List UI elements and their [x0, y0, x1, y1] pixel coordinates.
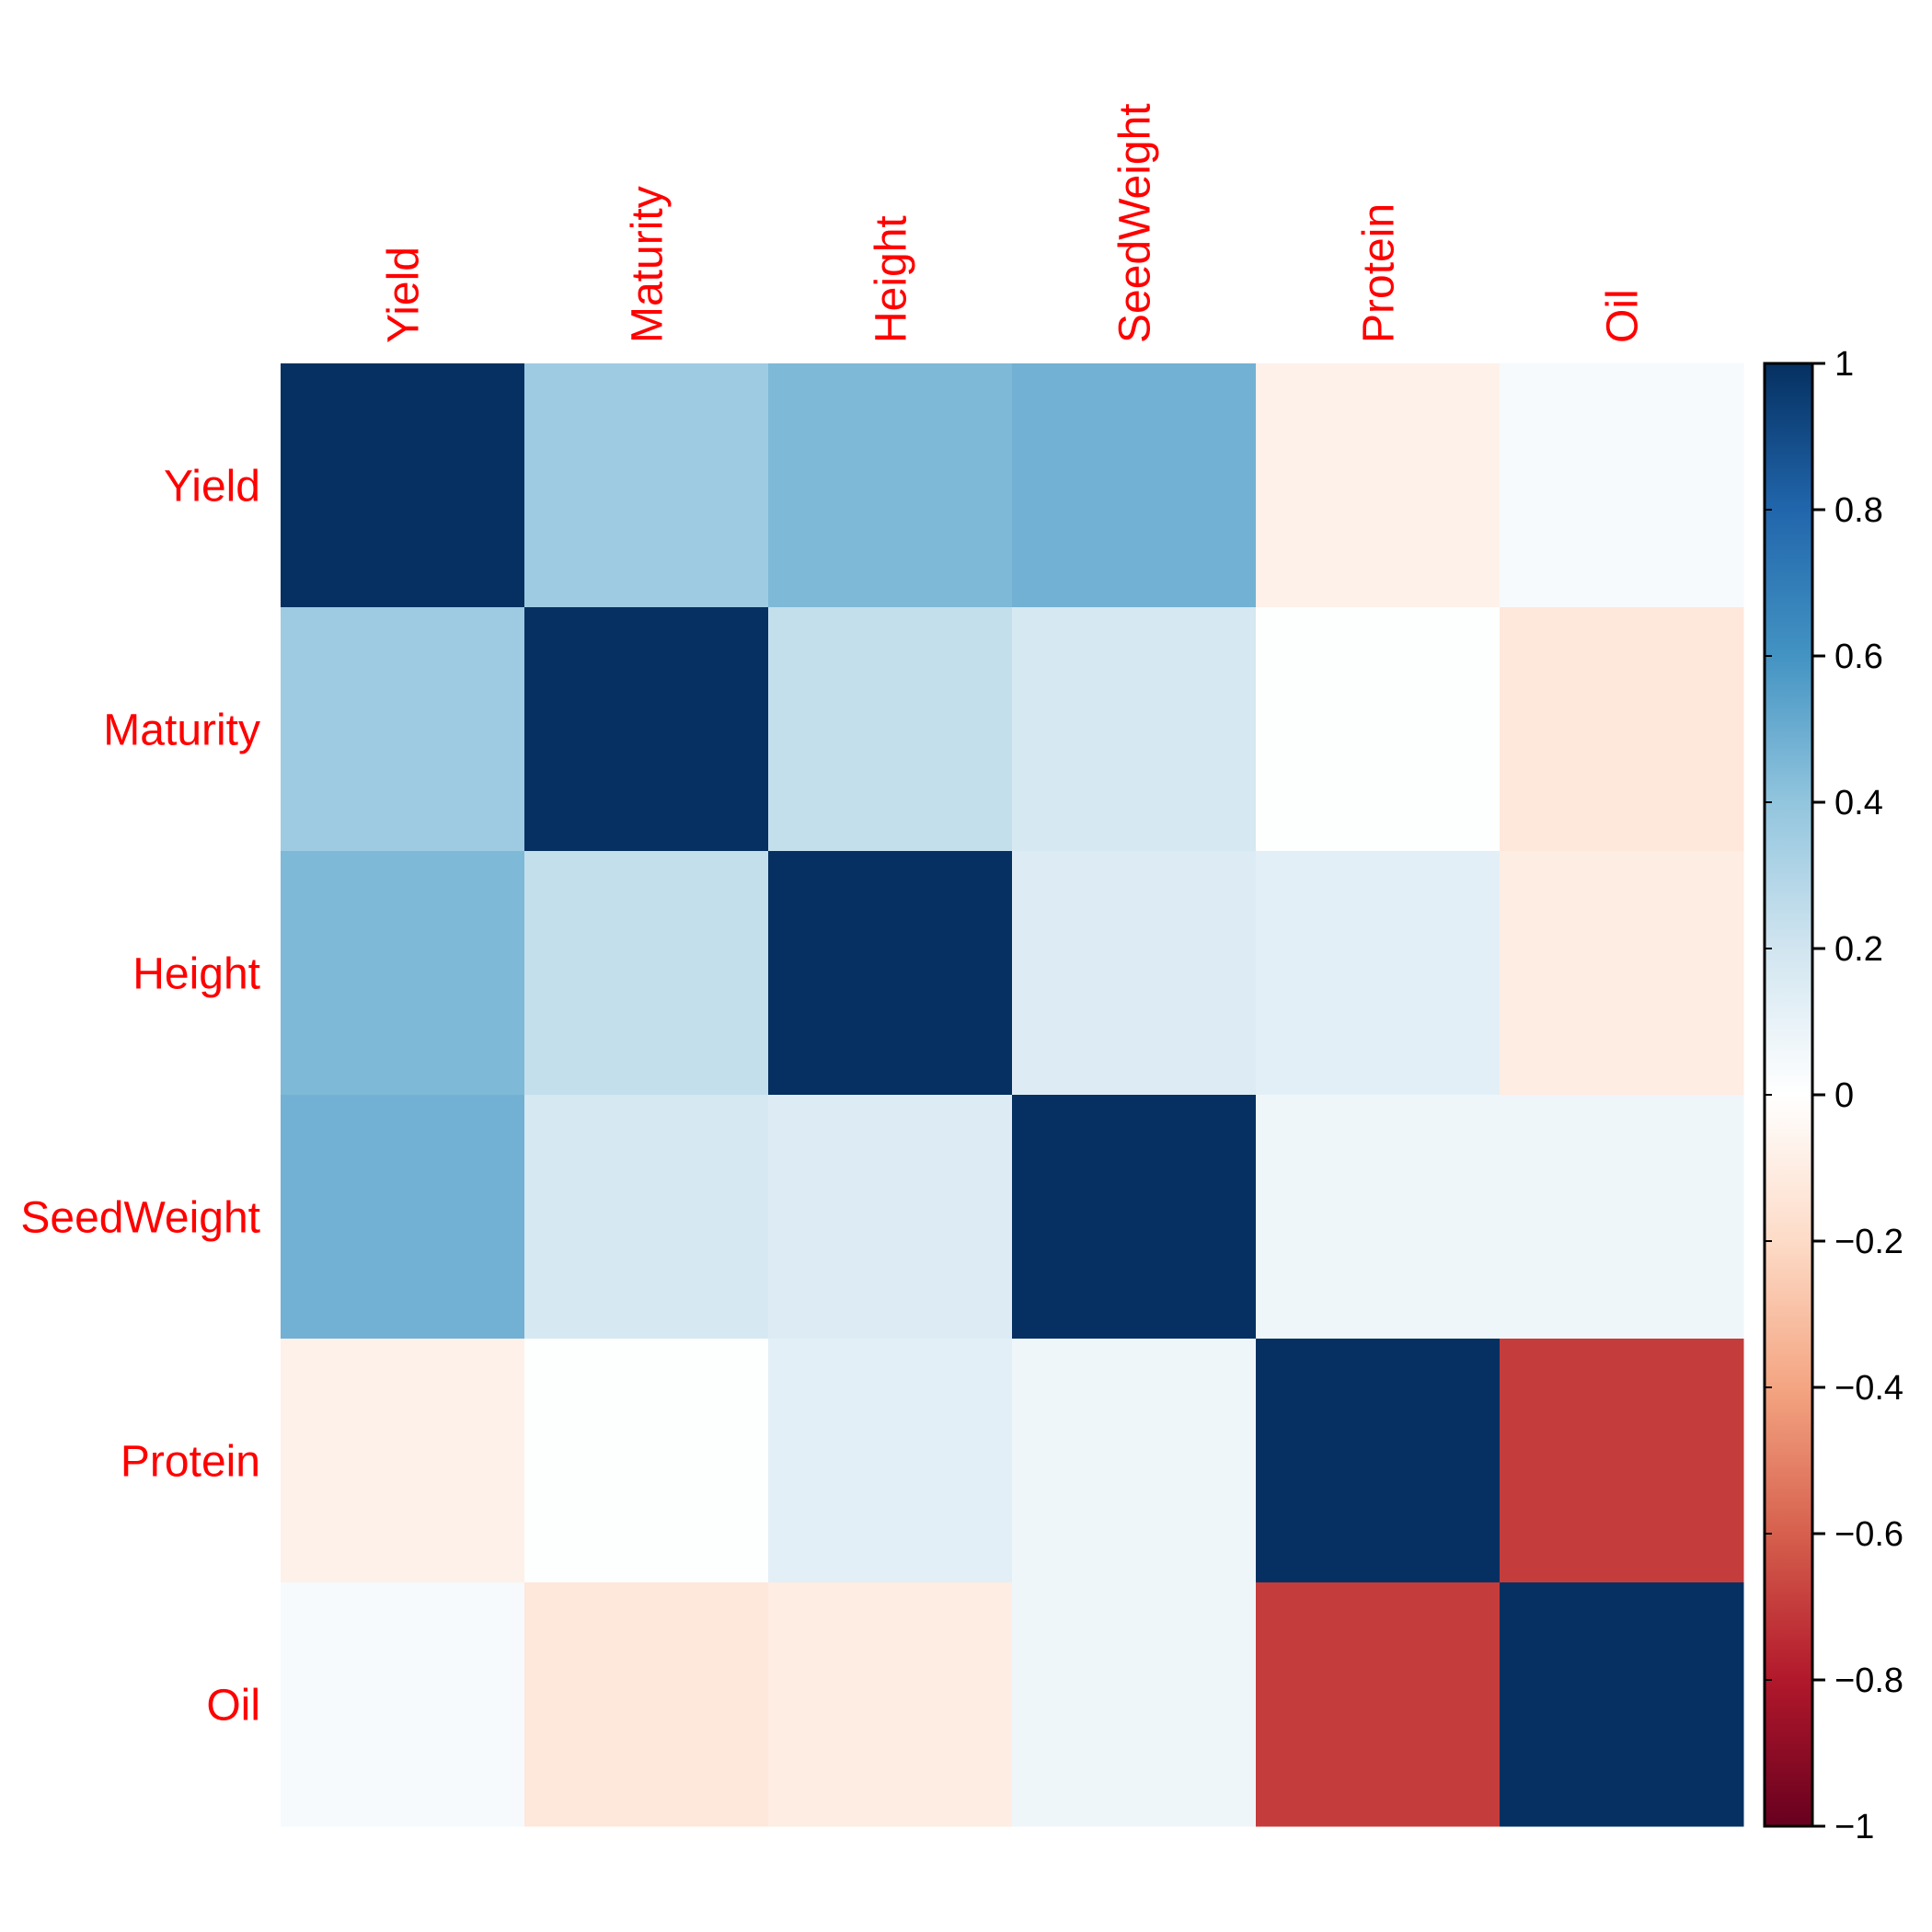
- column-label: Maturity: [624, 186, 673, 343]
- heatmap-cell: [524, 607, 769, 852]
- colorbar-tick-label: −0.6: [1834, 1515, 1903, 1554]
- colorbar-tick-label: 0.6: [1834, 638, 1883, 676]
- heatmap-cell: [281, 363, 525, 608]
- heatmap-cell: [1500, 1095, 1744, 1340]
- colorbar-tick-label: −0.4: [1834, 1369, 1903, 1408]
- heatmap-cell: [281, 1339, 525, 1583]
- row-label: Maturity: [103, 707, 260, 755]
- colorbar-tick-label: 0.2: [1834, 930, 1883, 969]
- heatmap-cell: [1012, 1095, 1257, 1340]
- row-label: Height: [132, 950, 260, 999]
- column-label: Height: [868, 215, 916, 343]
- colorbar-tick-label: −0.2: [1834, 1223, 1903, 1261]
- heatmap-cell: [768, 363, 1013, 608]
- heatmap-cell: [524, 1095, 769, 1340]
- heatmap-cell: [524, 363, 769, 608]
- heatmap-cell: [524, 1339, 769, 1583]
- heatmap-cell: [1256, 607, 1501, 852]
- heatmap-cell: [768, 851, 1013, 1096]
- heatmap-cell: [281, 1095, 525, 1340]
- heatmap-cell: [1500, 1582, 1744, 1827]
- heatmap-cell: [1500, 607, 1744, 852]
- row-label: Yield: [164, 463, 260, 512]
- heatmap-cell: [524, 1582, 769, 1827]
- heatmap-cell: [524, 851, 769, 1096]
- colorbar-tick-label: −1: [1834, 1808, 1874, 1846]
- column-label: Protein: [1355, 203, 1404, 343]
- heatmap-cell: [1256, 363, 1501, 608]
- heatmap-cell: [281, 851, 525, 1096]
- row-labels: Yield Maturity Height SeedWeight Protein Oil: [20, 463, 260, 1731]
- colorbar-tick-label: 0: [1834, 1076, 1854, 1115]
- heatmap-cell: [281, 607, 525, 852]
- heatmap-cell: [768, 1582, 1013, 1827]
- colorbar-tick-label: −0.8: [1834, 1662, 1903, 1700]
- heatmap-cell: [1012, 363, 1257, 608]
- heatmap-cell: [1012, 1582, 1257, 1827]
- column-label: Oil: [1599, 289, 1648, 343]
- column-label: SeedWeight: [1111, 103, 1160, 343]
- heatmap-cells: [281, 363, 1744, 1827]
- colorbar-tick-label: 1: [1834, 345, 1854, 384]
- column-labels: Yield Maturity Height SeedWeight Protein Oil: [380, 103, 1648, 343]
- heatmap-cell: [1012, 607, 1257, 852]
- heatmap-cell: [1256, 851, 1501, 1096]
- colorbar-tick-label: 0.4: [1834, 784, 1883, 822]
- heatmap-cell: [1500, 363, 1744, 608]
- colorbar-tick-label: 0.8: [1834, 491, 1883, 530]
- row-label: SeedWeight: [20, 1194, 260, 1243]
- row-label: Oil: [206, 1682, 260, 1731]
- heatmap-cell: [768, 607, 1013, 852]
- heatmap-cell: [281, 1582, 525, 1827]
- heatmap-cell: [1500, 851, 1744, 1096]
- colorbar-gradient: [1765, 363, 1812, 1826]
- heatmap-cell: [768, 1339, 1013, 1583]
- heatmap-cell: [1012, 851, 1257, 1096]
- heatmap-cell: [1500, 1339, 1744, 1583]
- heatmap-cell: [1256, 1339, 1501, 1583]
- colorbar-legend: 1 0.8 0.6 0.4 0.2 0 −0.2 −0.4 −0.6 −0.8 −1: [1763, 345, 1903, 1846]
- column-label: Yield: [380, 247, 429, 343]
- row-label: Protein: [121, 1438, 260, 1487]
- heatmap-cell: [768, 1095, 1013, 1340]
- heatmap-cell: [1012, 1339, 1257, 1583]
- heatmap-cell: [1256, 1582, 1501, 1827]
- heatmap-cell: [1256, 1095, 1501, 1340]
